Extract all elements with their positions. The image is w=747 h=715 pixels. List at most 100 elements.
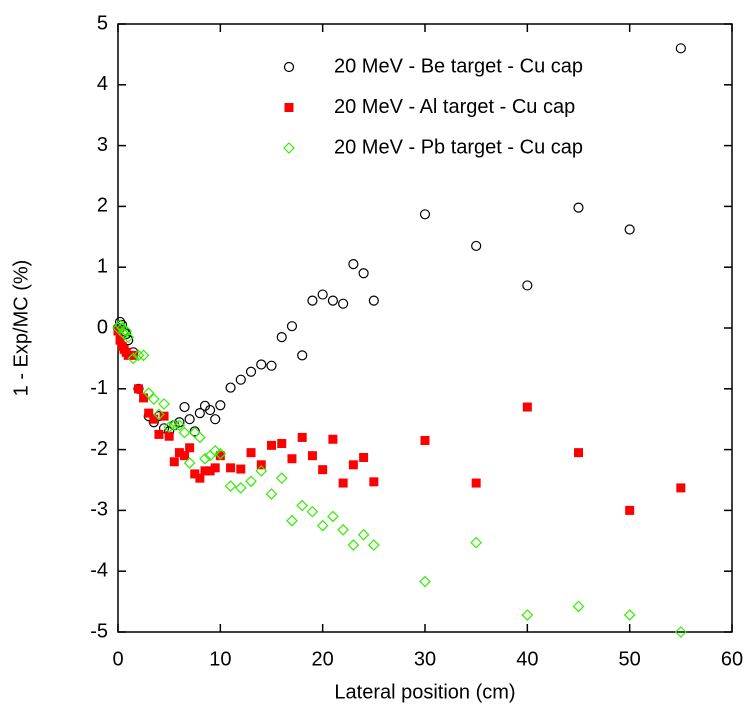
point: [123, 350, 133, 360]
point: [286, 321, 298, 332]
point: [234, 482, 247, 494]
point: [144, 408, 154, 418]
point: [132, 349, 145, 362]
point: [359, 453, 369, 463]
point: [521, 609, 534, 621]
y-tick-label: 2: [97, 195, 108, 217]
point: [338, 298, 349, 309]
point: [178, 426, 191, 439]
point: [522, 280, 533, 291]
point: [471, 478, 481, 488]
point: [200, 466, 210, 476]
point: [296, 499, 309, 512]
y-tick-label: -2: [90, 438, 108, 460]
point: [199, 452, 211, 465]
point: [205, 404, 216, 416]
point: [139, 393, 149, 403]
point: [115, 335, 125, 345]
point: [163, 421, 176, 433]
point: [137, 349, 150, 362]
x-tick-label: 0: [112, 648, 123, 670]
legend-marker: [284, 103, 294, 112]
point: [522, 402, 532, 412]
y-tick-label: -1: [90, 377, 108, 399]
point: [226, 463, 236, 473]
point: [236, 464, 246, 474]
point: [113, 326, 123, 336]
point: [297, 432, 307, 442]
point: [347, 539, 360, 551]
x-tick-label: 40: [516, 648, 538, 670]
point: [624, 224, 635, 235]
point: [154, 429, 164, 439]
point: [419, 575, 431, 588]
point: [306, 505, 319, 518]
point: [158, 398, 170, 410]
y-tick-label: -5: [90, 620, 108, 642]
point: [112, 322, 124, 334]
point: [183, 457, 196, 469]
point: [120, 325, 133, 337]
point: [674, 626, 687, 638]
point: [572, 600, 585, 613]
legend-marker: [283, 61, 295, 73]
point: [358, 268, 369, 279]
legend-label: 20 MeV - Al target - Cu cap: [334, 96, 575, 118]
point: [327, 295, 338, 306]
point: [574, 448, 583, 458]
point: [114, 319, 126, 331]
point: [194, 408, 205, 419]
point: [419, 209, 431, 220]
point: [676, 483, 686, 493]
point: [318, 465, 328, 475]
y-tick-label: 1: [97, 255, 108, 277]
y-tick-label: -3: [90, 499, 108, 521]
point: [357, 528, 370, 541]
point: [348, 460, 358, 470]
point: [316, 519, 329, 532]
y-tick-label: -4: [90, 559, 108, 581]
point: [214, 448, 227, 460]
point: [471, 240, 482, 252]
y-axis-title: 1 - Exp/MC (%): [10, 260, 32, 397]
y-tick-label: 4: [97, 73, 108, 95]
point: [173, 419, 186, 432]
point: [225, 382, 236, 393]
point: [675, 43, 686, 54]
point: [235, 374, 246, 385]
point: [159, 411, 169, 421]
point: [179, 401, 190, 413]
point: [215, 451, 225, 461]
point: [256, 460, 266, 470]
point: [276, 332, 287, 343]
point: [307, 451, 317, 461]
point: [367, 539, 380, 551]
point: [256, 359, 267, 370]
y-tick-label: 5: [97, 12, 108, 34]
point: [255, 465, 268, 477]
point: [210, 463, 220, 473]
y-tick-label: 0: [97, 316, 108, 338]
point: [205, 466, 215, 476]
point: [328, 434, 338, 444]
point: [265, 488, 278, 500]
point: [338, 478, 348, 488]
point: [287, 454, 297, 464]
point: [307, 295, 318, 306]
point: [369, 477, 379, 487]
point: [297, 350, 308, 361]
point: [623, 609, 636, 621]
point: [169, 457, 179, 467]
point: [184, 414, 195, 425]
x-tick-label: 50: [619, 648, 641, 670]
point: [337, 524, 349, 536]
point: [195, 473, 205, 483]
point: [245, 366, 257, 377]
point: [147, 393, 160, 405]
point: [149, 414, 159, 424]
point: [215, 400, 226, 411]
point: [573, 202, 584, 213]
point: [190, 469, 200, 479]
point: [209, 444, 222, 457]
